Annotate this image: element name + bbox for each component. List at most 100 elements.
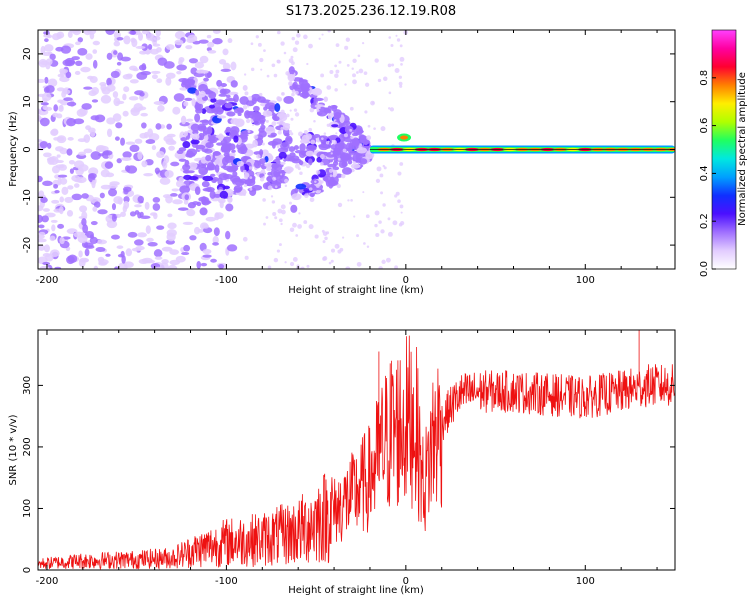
noise-blob — [167, 264, 178, 269]
noise-dot — [392, 220, 398, 226]
signal-blob — [231, 129, 238, 134]
signal-blob — [212, 150, 221, 157]
signal-blob — [189, 79, 195, 86]
noise-dot — [280, 41, 285, 46]
noise-dot — [309, 107, 315, 113]
noise-blob — [226, 244, 238, 252]
signal-blob — [264, 102, 276, 110]
noise-dot — [310, 139, 316, 145]
signal-blob — [223, 185, 231, 190]
noise-dot — [378, 266, 383, 269]
signal-blob — [183, 170, 195, 174]
noise-blob — [139, 132, 148, 139]
signal-blob — [344, 125, 354, 134]
noise-blob — [53, 183, 59, 189]
noise-dot — [314, 180, 317, 184]
noise-blob — [159, 177, 171, 185]
noise-dot — [377, 78, 382, 83]
signal-blob — [273, 170, 278, 176]
signal-blob — [283, 95, 295, 104]
noise-blob — [169, 259, 181, 265]
signal-blob — [194, 113, 201, 123]
signal-blob — [180, 137, 188, 142]
noise-blob — [146, 237, 154, 243]
noise-blob — [83, 148, 93, 154]
noise-dot — [300, 266, 305, 269]
noise-blob — [129, 211, 137, 217]
noise-blob — [66, 60, 76, 65]
signal-blob — [278, 151, 287, 160]
signal-blob — [214, 164, 220, 173]
noise-blob — [106, 128, 113, 138]
noise-dot — [366, 245, 370, 248]
noise-dot — [385, 257, 391, 263]
noise-blob — [172, 106, 181, 115]
noise-blob — [168, 145, 175, 151]
signal-blob — [313, 134, 321, 139]
noise-blob — [95, 145, 106, 152]
noise-blob — [134, 210, 140, 215]
noise-blob — [92, 59, 98, 69]
noise-dot — [375, 232, 380, 238]
noise-blob — [147, 241, 158, 247]
noise-blob — [194, 61, 205, 69]
signal-blob — [226, 111, 236, 117]
signal-blob — [280, 142, 290, 151]
noise-blob — [212, 30, 221, 34]
noise-blob — [79, 205, 88, 213]
noise-blob — [190, 67, 198, 75]
noise-dot — [280, 126, 284, 131]
noise-blob — [147, 44, 153, 50]
noise-blob — [122, 93, 127, 101]
noise-blob — [134, 204, 142, 208]
noise-blob — [110, 70, 120, 79]
signal-blob — [182, 163, 191, 171]
noise-dot — [336, 183, 341, 189]
noise-blob — [100, 169, 110, 178]
noise-dot — [248, 166, 253, 170]
noise-blob — [174, 39, 184, 46]
signal-blob — [236, 107, 244, 113]
signal-blob — [316, 110, 328, 117]
noise-blob — [154, 256, 163, 260]
noise-blob — [210, 258, 217, 263]
noise-dot — [273, 257, 279, 263]
noise-dot — [334, 73, 339, 78]
signal-blob — [331, 124, 339, 128]
noise-blob — [44, 76, 49, 84]
noise-dot — [277, 30, 281, 35]
noise-dot — [281, 92, 284, 95]
noise-blob — [187, 34, 198, 43]
noise-blob — [163, 135, 174, 143]
noise-blob — [77, 164, 89, 172]
noise-dot — [380, 126, 386, 132]
noise-dot — [249, 176, 253, 179]
noise-dot — [284, 184, 288, 188]
noise-blob — [104, 161, 114, 169]
noise-blob — [68, 159, 75, 165]
signal-blob — [220, 82, 228, 87]
signal-blob — [319, 135, 328, 141]
spectrogram-x-tick-label: 100 — [576, 275, 595, 286]
noise-blob — [219, 58, 227, 65]
signal-blob — [199, 90, 206, 98]
noise-blob — [222, 48, 229, 56]
signal-blob — [305, 133, 312, 140]
noise-dot — [289, 227, 295, 232]
noise-dot — [284, 261, 287, 264]
signal-blob — [183, 131, 188, 137]
noise-blob — [99, 81, 107, 87]
noise-blob — [189, 235, 197, 241]
noise-blob — [202, 248, 212, 255]
signal-blob — [332, 166, 340, 171]
noise-dot — [380, 191, 384, 195]
snr-y-axis-label: SNR (10 * v/v) — [8, 414, 19, 485]
signal-blob — [287, 74, 295, 79]
noise-blob — [39, 141, 48, 149]
signal-blob — [213, 193, 222, 198]
signal-blob — [228, 155, 235, 161]
noise-blob — [116, 61, 122, 66]
noise-blob — [157, 57, 168, 66]
noise-blob — [123, 86, 130, 93]
noise-blob — [67, 185, 74, 190]
